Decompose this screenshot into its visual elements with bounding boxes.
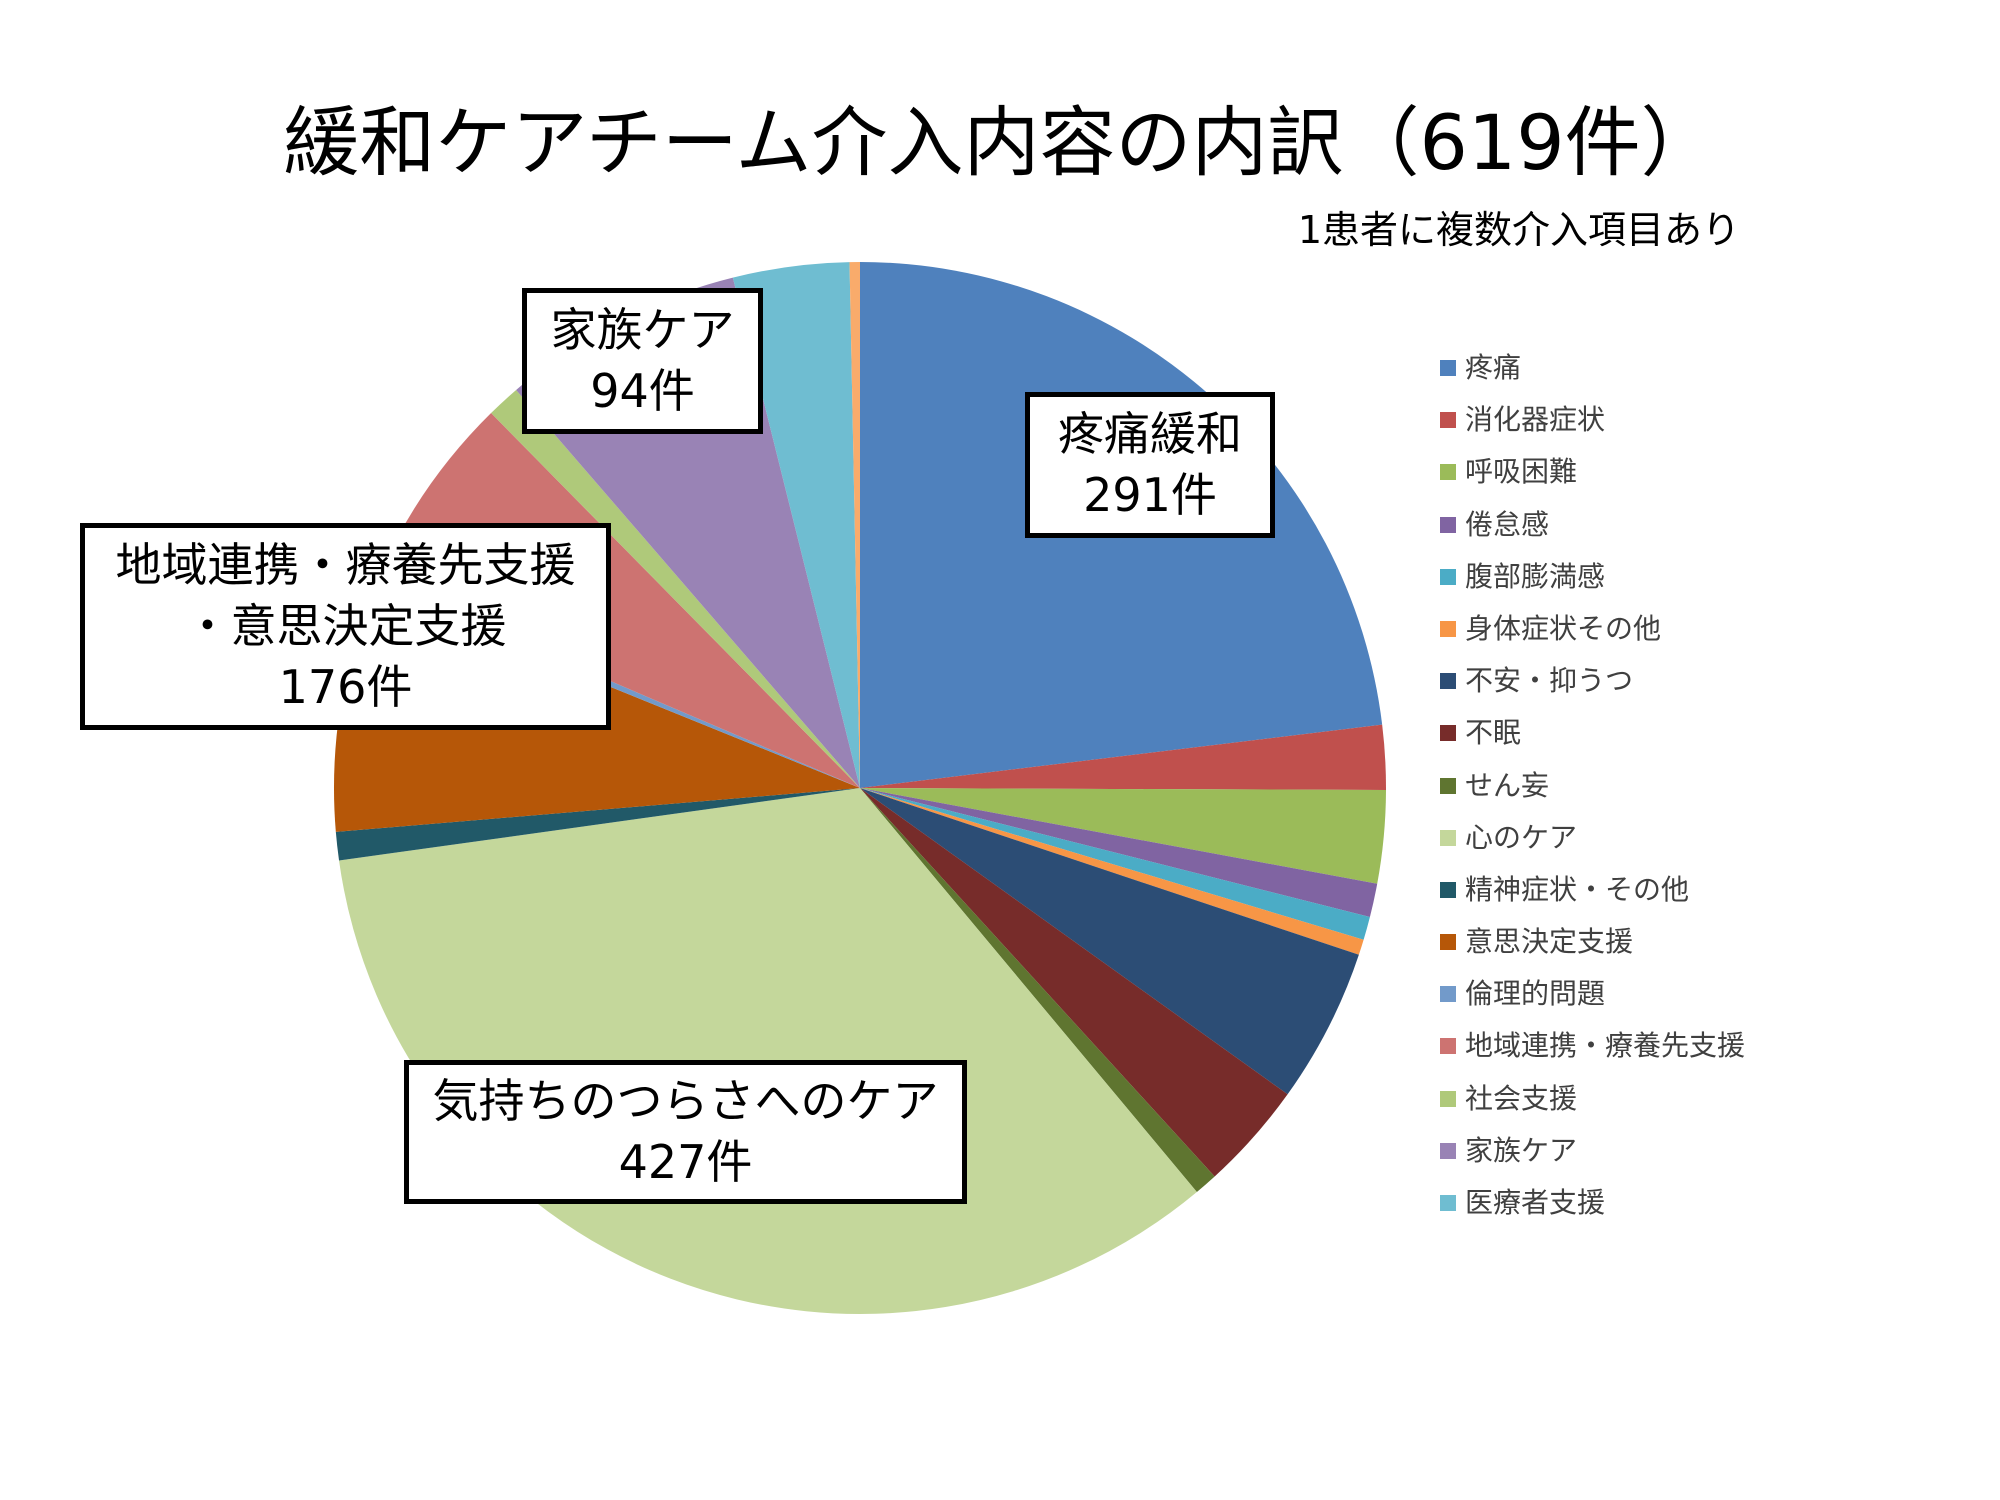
pie-slice-8 — [860, 788, 1215, 1192]
callout-family-care: 家族ケア 94件 — [522, 288, 763, 434]
legend-label: 不眠 — [1465, 716, 1522, 750]
legend-swatch — [1440, 777, 1456, 794]
legend-swatch — [1440, 620, 1456, 637]
legend-label: 倦怠感 — [1465, 507, 1550, 541]
legend-swatch — [1440, 673, 1456, 690]
legend-label: 心のケア — [1465, 820, 1578, 854]
legend-swatch — [1440, 464, 1456, 481]
callout-community-label-1: 地域連携・療養先支援 — [115, 538, 576, 592]
legend-label: 不安・抑うつ — [1465, 664, 1634, 698]
callout-pain-relief: 疼痛緩和 291件 — [1025, 392, 1275, 538]
legend-swatch — [1440, 934, 1456, 951]
legend-label: 消化器症状 — [1465, 403, 1606, 437]
legend-swatch — [1440, 986, 1456, 1003]
legend-swatch — [1440, 881, 1456, 898]
callout-community-label-2: ・意思決定支援 — [184, 599, 507, 653]
legend-label: 腹部膨満感 — [1465, 559, 1606, 593]
pie-slice-13 — [376, 413, 860, 788]
legend-swatch — [1440, 516, 1456, 533]
legend-label: せん妄 — [1465, 768, 1550, 802]
legend-swatch — [1440, 829, 1456, 846]
legend-swatch — [1440, 360, 1456, 376]
legend-label: 身体症状その他 — [1465, 611, 1662, 645]
legend-label: 社会支援 — [1465, 1081, 1578, 1115]
pie-slice-4 — [860, 788, 1370, 940]
callout-pain-label: 疼痛緩和 — [1058, 407, 1242, 461]
legend-label: 疼痛 — [1465, 351, 1522, 384]
legend-label: 家族ケア — [1465, 1133, 1578, 1167]
callout-community-count: 176件 — [278, 660, 413, 714]
legend-label: 倫理的問題 — [1465, 977, 1606, 1011]
pie-slice-6 — [860, 788, 1359, 1095]
legend-label: 呼吸困難 — [1465, 455, 1578, 489]
pie-slice-10 — [335, 788, 861, 861]
legend-swatch — [1440, 412, 1456, 429]
chart-subtitle: 1患者に複数介入項目あり — [1297, 208, 1740, 252]
legend-swatch — [1440, 568, 1456, 585]
callout-family-count: 94件 — [590, 364, 695, 418]
callout-community-support: 地域連携・療養先支援 ・意思決定支援 176件 — [80, 523, 611, 730]
legend-swatch — [1440, 1142, 1456, 1159]
pie-slice-7 — [860, 788, 1288, 1177]
chart-title: 緩和ケアチーム介入内容の内訳（619件） — [283, 98, 1717, 187]
pie-slice-14 — [491, 389, 860, 788]
pie-slice-17 — [849, 261, 860, 788]
legend-label: 地域連携・療養先支援 — [1465, 1029, 1746, 1063]
legend-swatch — [1440, 1038, 1456, 1055]
pie-slice-5 — [860, 788, 1364, 955]
legend-label: 精神症状・その他 — [1465, 872, 1690, 906]
legend-swatch — [1440, 1090, 1456, 1107]
legend-swatch — [1440, 725, 1456, 742]
legend-swatch — [1440, 1195, 1456, 1211]
callout-mental-label: 気持ちのつらさへのケア — [432, 1074, 939, 1128]
pie-slice-1 — [860, 724, 1387, 790]
legend-label: 意思決定支援 — [1465, 925, 1634, 959]
legend-label: 医療者支援 — [1465, 1186, 1606, 1219]
pie-slice-16 — [732, 262, 860, 789]
callout-family-label: 家族ケア — [550, 303, 735, 357]
callout-pain-count: 291件 — [1083, 468, 1217, 522]
callout-emotional-care: 気持ちのつらさへのケア 427件 — [404, 1060, 967, 1204]
pie-slice-3 — [860, 788, 1378, 918]
callout-mental-count: 427件 — [618, 1135, 753, 1189]
pie-slice-2 — [860, 788, 1386, 884]
